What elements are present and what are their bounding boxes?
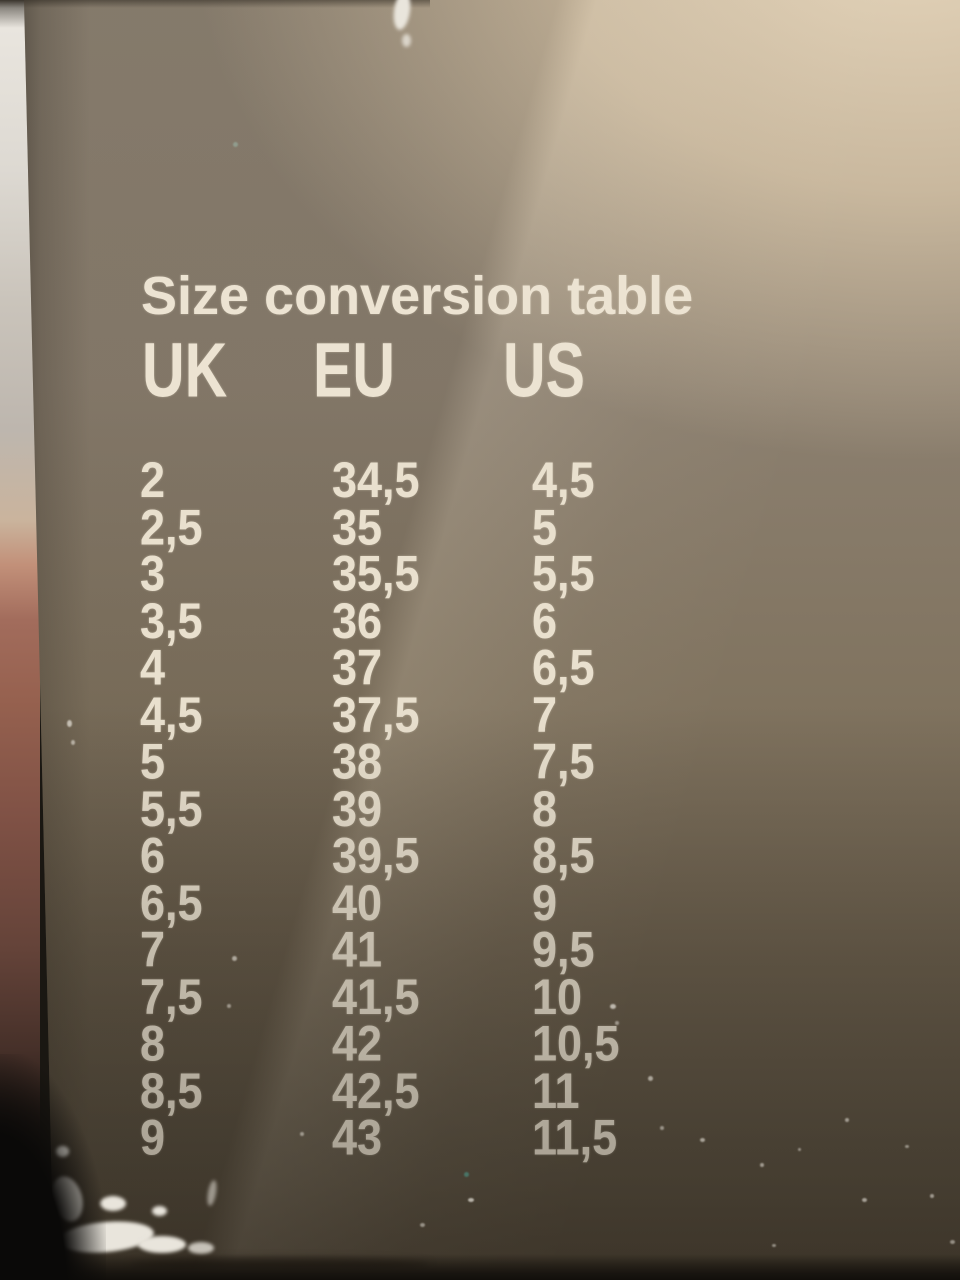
size-table-header: UK EU US xyxy=(142,327,585,414)
size-cell-uk: 8,5 xyxy=(140,1061,203,1119)
box-top-shadow xyxy=(24,0,430,8)
table-row: 3,5 36 6 xyxy=(140,592,620,649)
size-cell-us: 6,5 xyxy=(532,639,595,696)
speck xyxy=(862,1198,867,1202)
size-cell-eu: 37,5 xyxy=(332,686,420,743)
size-table-body: 2 34,5 4,5 2,5 35 5 3 35,5 5,5 3,5 36 6 … xyxy=(140,451,620,1166)
table-row: 5,5 39 8 xyxy=(140,780,620,837)
size-cell-uk: 8 xyxy=(140,1015,166,1072)
size-cell-us: 11,5 xyxy=(532,1108,618,1166)
size-cell-eu: 36 xyxy=(332,592,383,649)
speck xyxy=(610,1004,616,1009)
size-cell-uk: 9 xyxy=(140,1108,166,1166)
speck xyxy=(760,1163,764,1167)
column-header-us: US xyxy=(503,327,585,414)
size-cell-uk: 4 xyxy=(140,639,166,696)
speck xyxy=(468,1198,474,1202)
speck xyxy=(660,1126,664,1130)
size-cell-eu: 38 xyxy=(332,733,383,790)
speck xyxy=(700,1138,705,1142)
size-cell-eu: 34,5 xyxy=(332,451,420,508)
table-row: 8 42 10,5 xyxy=(140,1015,620,1072)
size-cell-us: 11 xyxy=(532,1061,580,1119)
corner-shadow xyxy=(0,1054,106,1280)
size-cell-us: 4,5 xyxy=(532,451,595,508)
size-cell-us: 7 xyxy=(532,686,558,743)
speck xyxy=(233,142,238,147)
size-cell-uk: 3 xyxy=(140,545,166,602)
speck xyxy=(227,1004,231,1008)
speck xyxy=(71,740,75,745)
size-cell-eu: 35 xyxy=(332,498,383,555)
size-cell-us: 5,5 xyxy=(532,545,595,602)
scuff-mark xyxy=(402,34,411,47)
size-cell-uk: 2 xyxy=(140,451,166,508)
size-cell-uk: 3,5 xyxy=(140,592,203,649)
size-cell-eu: 39,5 xyxy=(332,827,420,884)
speck xyxy=(615,1021,619,1025)
size-cell-us: 10,5 xyxy=(532,1015,620,1072)
size-cell-us: 10 xyxy=(532,968,583,1025)
table-row: 6,5 40 9 xyxy=(140,874,620,931)
speck xyxy=(420,1223,425,1227)
size-cell-eu: 35,5 xyxy=(332,545,420,602)
size-cell-eu: 43 xyxy=(332,1108,383,1166)
size-cell-us: 7,5 xyxy=(532,733,595,790)
box-bottom-edge xyxy=(24,1254,960,1280)
table-row: 4 37 6,5 xyxy=(140,639,620,696)
size-cell-eu: 40 xyxy=(332,874,383,931)
table-row: 3 35,5 5,5 xyxy=(140,545,620,602)
column-header-eu: EU xyxy=(313,327,395,414)
speck xyxy=(845,1118,849,1122)
speck xyxy=(930,1194,934,1198)
table-row: 5 38 7,5 xyxy=(140,733,620,790)
table-row: 8,5 42,5 11 xyxy=(140,1061,620,1119)
size-cell-us: 9 xyxy=(532,874,558,931)
size-cell-us: 5 xyxy=(532,498,558,555)
size-cell-uk: 5 xyxy=(140,733,166,790)
table-row: 7,5 41,5 10 xyxy=(140,968,620,1025)
size-cell-uk: 7 xyxy=(140,921,166,978)
size-cell-eu: 39 xyxy=(332,780,383,837)
size-cell-eu: 41 xyxy=(332,921,383,978)
speck xyxy=(464,1172,469,1177)
speck xyxy=(67,720,72,727)
size-cell-eu: 41,5 xyxy=(332,968,420,1025)
size-cell-us: 8 xyxy=(532,780,558,837)
size-cell-eu: 37 xyxy=(332,639,383,696)
size-cell-uk: 5,5 xyxy=(140,780,203,837)
table-row: 2 34,5 4,5 xyxy=(140,451,620,508)
table-title: Size conversion table xyxy=(141,266,694,326)
speck xyxy=(300,1132,304,1136)
size-cell-us: 8,5 xyxy=(532,827,595,884)
size-cell-uk: 7,5 xyxy=(140,968,203,1025)
table-row: 9 43 11,5 xyxy=(140,1108,620,1166)
table-row: 7 41 9,5 xyxy=(140,921,620,978)
size-cell-uk: 6 xyxy=(140,827,166,884)
size-cell-eu: 42,5 xyxy=(332,1061,420,1119)
speck xyxy=(232,956,237,961)
table-row: 6 39,5 8,5 xyxy=(140,827,620,884)
speck xyxy=(798,1148,801,1151)
scuff-mark xyxy=(100,1196,126,1211)
size-cell-uk: 6,5 xyxy=(140,874,203,931)
speck xyxy=(648,1076,653,1081)
speck xyxy=(950,1240,955,1244)
scuff-mark xyxy=(138,1236,186,1253)
speck xyxy=(905,1145,909,1148)
column-header-uk: UK xyxy=(142,327,228,414)
size-cell-uk: 2,5 xyxy=(140,498,203,555)
size-cell-uk: 4,5 xyxy=(140,686,203,743)
speck xyxy=(772,1244,776,1247)
size-cell-eu: 42 xyxy=(332,1015,383,1072)
scuff-mark xyxy=(188,1242,214,1254)
scuff-mark xyxy=(152,1206,167,1216)
size-cell-us: 6 xyxy=(532,592,558,649)
size-cell-us: 9,5 xyxy=(532,921,595,978)
table-row: 4,5 37,5 7 xyxy=(140,686,620,743)
table-row: 2,5 35 5 xyxy=(140,498,620,555)
